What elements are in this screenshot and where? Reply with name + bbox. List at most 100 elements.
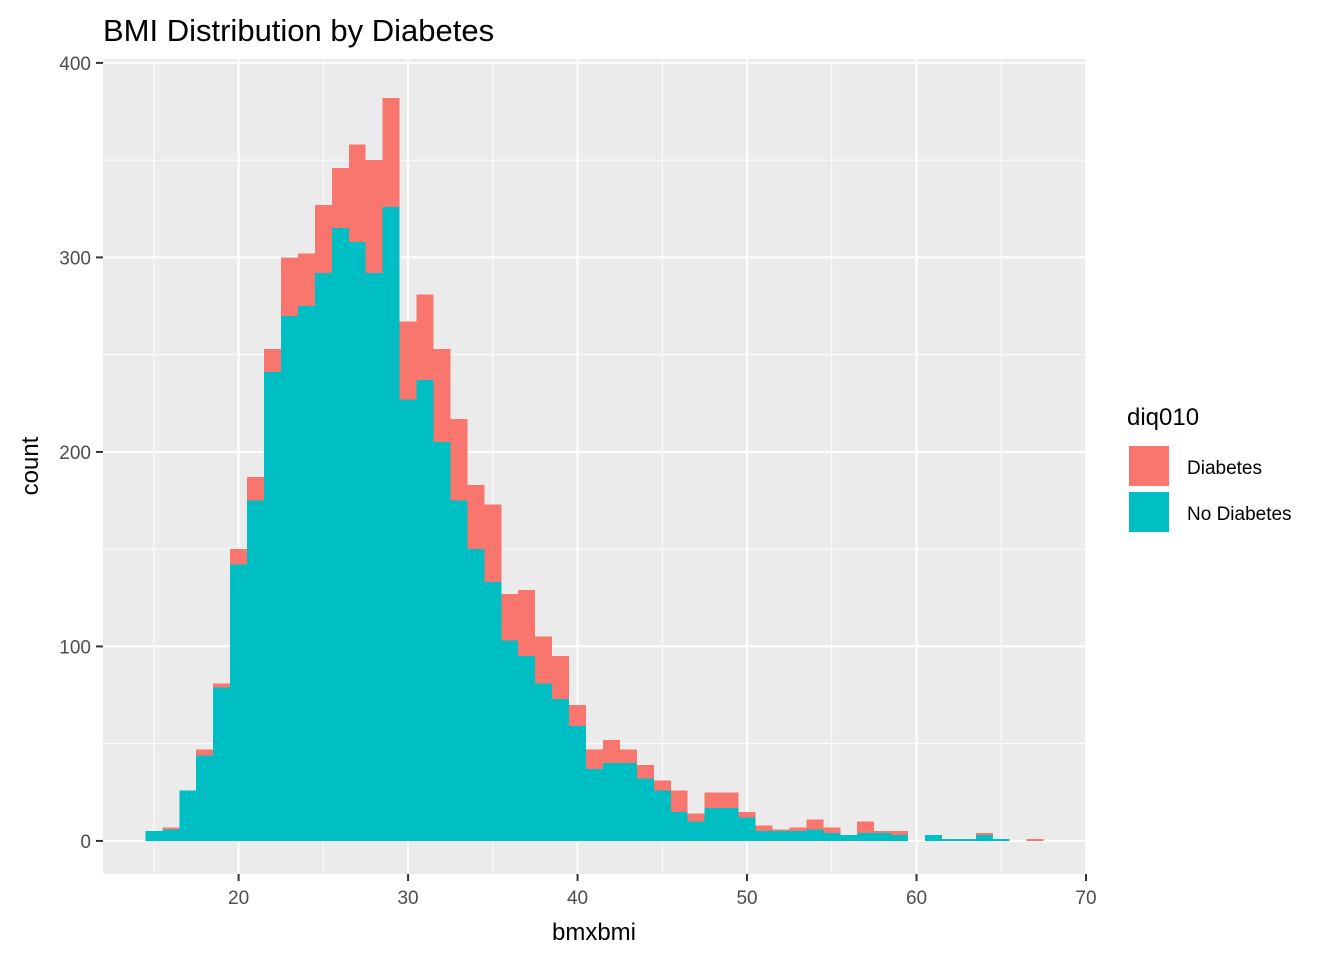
bar-diabetes [687, 813, 705, 822]
bar-no-diabetes [297, 306, 315, 841]
bar-no-diabetes [467, 549, 485, 841]
bar-diabetes [501, 593, 519, 641]
bar-no-diabetes [280, 315, 298, 841]
x-axis-title: bmxbmi [552, 919, 636, 946]
bar-no-diabetes [264, 372, 281, 841]
bar-no-diabetes [840, 835, 858, 841]
bar-no-diabetes [230, 564, 248, 841]
bar-diabetes [518, 590, 536, 657]
bar-no-diabetes [975, 835, 993, 841]
bar-no-diabetes [924, 835, 942, 841]
bar-diabetes [399, 321, 417, 400]
bar-no-diabetes [331, 228, 349, 841]
bar-diabetes [806, 819, 824, 830]
bar-diabetes [450, 418, 468, 501]
bar-no-diabetes [721, 807, 739, 841]
bar-no-diabetes [569, 726, 587, 841]
bar-no-diabetes [738, 817, 756, 841]
bar-no-diabetes [857, 833, 875, 841]
bar-diabetes [772, 829, 790, 832]
bar-no-diabetes [535, 683, 553, 841]
bar-diabetes [704, 792, 722, 808]
y-axis-title: count [17, 436, 44, 495]
bar-no-diabetes [196, 755, 214, 841]
y-tick-label: 200 [59, 443, 91, 464]
y-tick-label: 100 [59, 637, 91, 658]
bar-diabetes [975, 833, 993, 836]
bar-no-diabetes [314, 272, 332, 841]
bar-diabetes [789, 827, 807, 832]
bar-diabetes [619, 749, 637, 764]
bar-no-diabetes [416, 379, 434, 841]
bar-no-diabetes [399, 399, 417, 841]
bar-diabetes [331, 167, 349, 229]
bar-no-diabetes [365, 272, 383, 841]
bar-diabetes [196, 749, 214, 756]
bar-no-diabetes [755, 831, 773, 841]
legend-title: diq010 [1127, 404, 1199, 431]
bar-diabetes [416, 294, 434, 380]
bar-no-diabetes [602, 763, 620, 841]
bar-diabetes [247, 477, 265, 501]
bar-no-diabetes [619, 763, 637, 841]
bar-diabetes [433, 348, 451, 443]
bar-no-diabetes [958, 838, 976, 841]
legend: diq010 Diabetes No Diabetes [1127, 404, 1292, 534]
bar-no-diabetes [992, 838, 1010, 841]
y-tick-label: 0 [80, 832, 91, 853]
bar-diabetes [213, 683, 231, 688]
histogram-bars [145, 97, 1044, 841]
bar-diabetes [365, 160, 383, 273]
bar-diabetes [162, 827, 180, 830]
bar-diabetes [467, 484, 485, 550]
legend-item-no-diabetes: No Diabetes [1127, 490, 1292, 534]
bar-no-diabetes [704, 807, 722, 841]
bar-diabetes [653, 780, 671, 791]
y-axis: 0 100 200 300 400 [59, 54, 103, 853]
bar-no-diabetes [433, 442, 451, 841]
bar-no-diabetes [450, 500, 468, 841]
bar-diabetes [535, 636, 553, 684]
x-axis: 20 30 40 50 60 70 [228, 874, 1097, 909]
bar-diabetes [230, 549, 248, 565]
bar-no-diabetes [552, 698, 570, 841]
bar-diabetes [721, 792, 739, 808]
bar-no-diabetes [382, 206, 400, 841]
bar-diabetes [738, 811, 756, 818]
x-tick-label: 20 [228, 888, 249, 909]
bar-no-diabetes [518, 656, 536, 841]
bar-diabetes [891, 831, 909, 836]
bar-no-diabetes [789, 831, 807, 841]
bar-no-diabetes [891, 835, 909, 841]
y-tick-label: 300 [59, 248, 91, 269]
bar-no-diabetes [145, 831, 163, 841]
bar-no-diabetes [247, 500, 265, 841]
bar-diabetes [314, 204, 332, 273]
bar-diabetes [586, 749, 603, 769]
bar-diabetes [348, 144, 366, 242]
bar-no-diabetes [636, 778, 654, 841]
bar-no-diabetes [653, 790, 671, 841]
bar-diabetes [280, 257, 298, 316]
bar-no-diabetes [806, 829, 824, 841]
bar-diabetes [382, 97, 400, 207]
bar-diabetes [297, 253, 315, 307]
x-tick-label: 50 [736, 888, 757, 909]
legend-label-no-diabetes: No Diabetes [1187, 504, 1292, 525]
x-tick-label: 70 [1075, 888, 1096, 909]
bar-no-diabetes [484, 582, 502, 841]
bar-no-diabetes [348, 241, 366, 841]
bar-diabetes [857, 821, 875, 834]
bar-diabetes [264, 348, 281, 373]
bar-no-diabetes [213, 687, 231, 841]
x-tick-label: 60 [906, 888, 927, 909]
bar-no-diabetes [501, 640, 519, 841]
legend-item-diabetes: Diabetes [1127, 444, 1262, 488]
bar-no-diabetes [823, 833, 841, 841]
bar-no-diabetes [772, 831, 790, 841]
x-tick-label: 30 [397, 888, 418, 909]
bar-diabetes [569, 704, 587, 727]
y-tick-label: 400 [59, 54, 91, 75]
bar-diabetes [1026, 838, 1044, 841]
